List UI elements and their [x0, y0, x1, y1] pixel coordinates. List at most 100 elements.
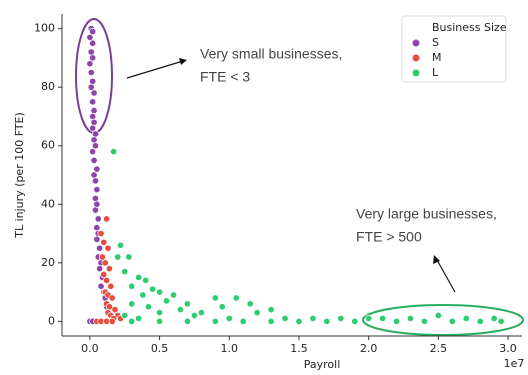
annotation: FTE < 3	[200, 69, 250, 85]
point	[379, 314, 387, 322]
point	[309, 314, 317, 322]
point	[90, 136, 98, 144]
point	[149, 285, 157, 293]
legend-title: Business Size	[432, 21, 507, 34]
point	[116, 241, 125, 249]
point	[281, 314, 289, 322]
point	[104, 244, 112, 252]
point	[100, 270, 108, 279]
point	[90, 156, 98, 164]
point	[351, 317, 359, 325]
point	[497, 317, 505, 325]
legend-box	[401, 15, 507, 83]
point	[144, 303, 152, 311]
point	[91, 142, 100, 150]
legend-marker	[412, 69, 420, 77]
point	[135, 314, 143, 322]
point	[156, 317, 164, 325]
point	[128, 282, 136, 290]
legend-label: L	[432, 66, 439, 79]
y-tick-label: 80	[41, 80, 55, 93]
legend-marker	[412, 54, 420, 62]
point	[86, 33, 94, 41]
point	[93, 165, 101, 173]
point	[86, 60, 94, 68]
point	[267, 306, 275, 314]
point	[111, 306, 119, 314]
point	[183, 300, 192, 308]
arrow	[126, 60, 184, 79]
y-tick-label: 40	[41, 197, 55, 210]
point	[90, 89, 98, 97]
point	[142, 276, 150, 284]
x-tick-label: 1.0	[221, 342, 239, 355]
arrow-head	[179, 58, 187, 65]
point	[295, 317, 303, 325]
point	[103, 276, 111, 284]
point	[211, 317, 219, 325]
point	[135, 273, 143, 282]
point	[121, 268, 129, 276]
point	[323, 317, 331, 325]
y-tick-label: 20	[41, 256, 55, 269]
point	[225, 314, 233, 322]
point	[97, 229, 105, 238]
point	[93, 186, 101, 194]
point	[91, 194, 100, 202]
point	[96, 265, 104, 273]
point	[103, 215, 111, 223]
point	[128, 300, 136, 308]
point	[156, 309, 164, 317]
point	[246, 300, 254, 308]
point	[87, 68, 95, 77]
point	[156, 288, 164, 296]
y-tick-label: 60	[41, 139, 55, 152]
y-axis-label: TL injury (per 100 FTE)	[13, 112, 26, 239]
point	[107, 282, 115, 290]
point	[169, 291, 178, 299]
point	[162, 297, 171, 305]
point	[139, 291, 147, 299]
point	[89, 39, 97, 47]
point	[91, 177, 100, 185]
point	[125, 253, 133, 261]
arrow	[436, 259, 456, 293]
point	[87, 48, 95, 56]
x-axis-label: Payroll	[304, 358, 341, 371]
point	[101, 259, 109, 267]
annotation: FTE > 500	[356, 229, 422, 245]
x-tick-label: 1.5	[290, 342, 308, 355]
legend-label: S	[432, 36, 439, 49]
point	[93, 224, 101, 232]
legend-label: M	[432, 51, 442, 64]
point	[90, 118, 98, 126]
point	[176, 306, 185, 314]
x-tick-label: 2.0	[360, 342, 378, 355]
point	[93, 200, 101, 208]
point	[462, 314, 470, 322]
point	[90, 171, 98, 179]
point	[100, 238, 108, 246]
point	[96, 244, 104, 252]
point	[97, 282, 105, 290]
point	[93, 235, 101, 243]
annotation: Very large businesses,	[356, 206, 497, 222]
point	[392, 317, 401, 325]
point	[365, 314, 373, 322]
point	[94, 215, 102, 223]
point	[490, 314, 498, 322]
point	[89, 124, 97, 132]
point	[105, 265, 113, 273]
point	[128, 317, 136, 325]
annotation: Very small businesses,	[200, 46, 342, 62]
point	[218, 303, 226, 311]
x-tick-label: 0.5	[151, 342, 169, 355]
point	[267, 317, 275, 325]
x-offset-label: 1e7	[504, 357, 525, 370]
point	[91, 206, 100, 214]
arrow-head	[433, 255, 440, 264]
point	[89, 112, 97, 121]
point	[420, 317, 428, 325]
point	[183, 317, 192, 325]
